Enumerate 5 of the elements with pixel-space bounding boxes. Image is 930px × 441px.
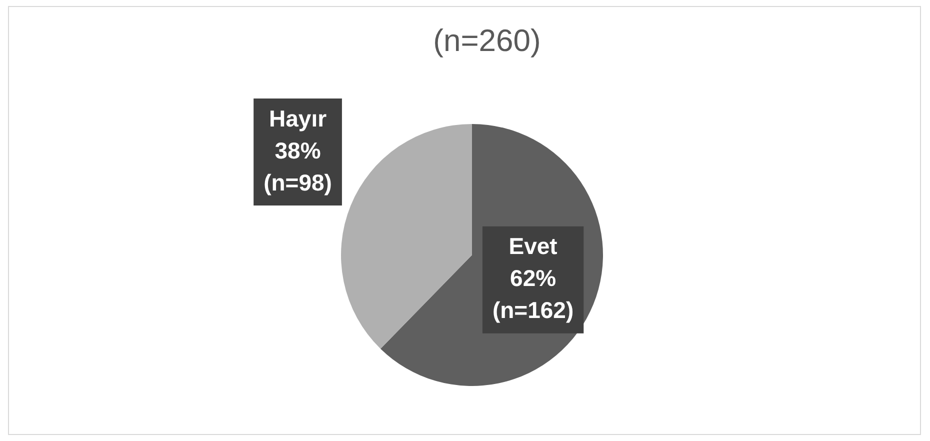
data-label: 38% (n=98): [264, 137, 332, 196]
slice-label: Evet: [508, 233, 558, 260]
slice-label: Hayır: [268, 105, 327, 132]
data-label: 62% (n=162): [492, 265, 574, 324]
chart-title: (n=260): [433, 23, 541, 58]
